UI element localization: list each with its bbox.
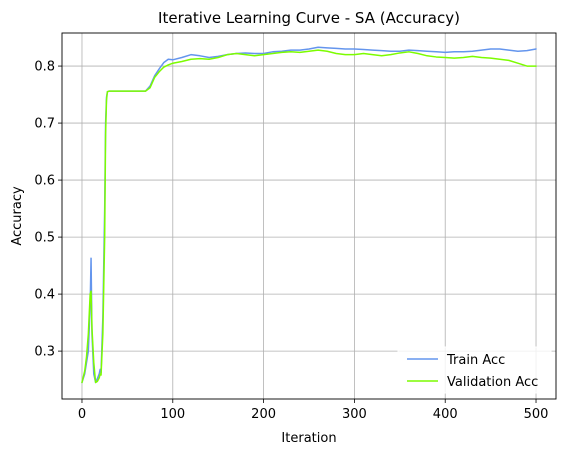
x-tick-label: 400 [433,407,458,422]
y-tick-label: 0.6 [34,174,55,189]
x-axis-label: Iteration [281,431,336,446]
chart-title: Iterative Learning Curve - SA (Accuracy) [158,9,460,27]
y-axis-label: Accuracy [10,186,25,246]
plot-area-frame [61,32,557,400]
x-tick-label: 200 [251,407,276,422]
legend-label-train-acc: Train Acc [446,353,505,368]
grid-lines [62,33,556,399]
y-tick-label: 0.7 [34,117,55,132]
series-line-validation-acc [81,49,537,384]
legend: Train Acc Validation Acc [397,346,552,394]
y-tick-label: 0.5 [34,231,55,246]
y-tick-label: 0.4 [34,288,55,303]
legend-box [397,346,552,394]
legend-label-validation-acc: Validation Acc [447,375,538,390]
plot-series [81,46,537,384]
x-tick-label: 100 [160,407,185,422]
x-tick-label: 500 [524,407,549,422]
x-tick-label: 300 [342,407,367,422]
x-tick-label: 0 [78,407,86,422]
y-tick-label: 0.3 [34,345,55,360]
y-tick-label: 0.8 [34,60,55,75]
axis-ticks: 0 100 200 300 400 500 0.3 0.4 0.5 0.6 0.7 0.8 [34,60,548,422]
